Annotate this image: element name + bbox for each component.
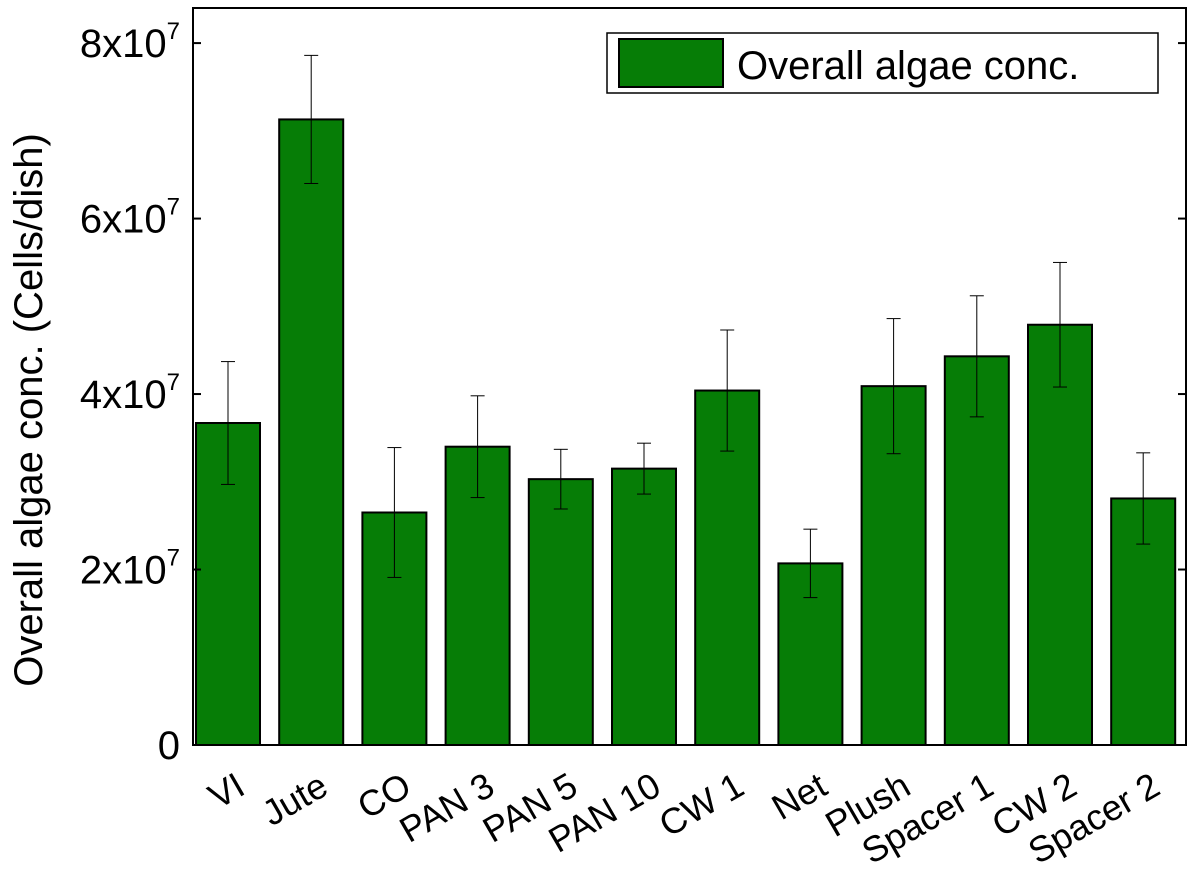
error-bar (221, 361, 235, 485)
plot-frame (192, 7, 1187, 746)
error-bar (886, 318, 901, 455)
bar-pan-5 (527, 478, 594, 746)
y-tick-label: 4x107 (80, 369, 180, 417)
y-axis-label: Overall algae conc. (Cells/dish) (7, 133, 51, 687)
x-tick-label: VI (201, 764, 251, 817)
bar-cw-1 (694, 389, 761, 746)
error-bar (969, 295, 984, 418)
error-bar (803, 528, 818, 599)
x-tick-label: PAN 3 (393, 764, 501, 850)
error-bar (1053, 261, 1067, 388)
bar-jute (278, 118, 345, 747)
y-tick-label: 2x107 (80, 545, 180, 593)
y-tick-label: 8x107 (80, 18, 180, 66)
bar-pan-10 (611, 467, 677, 746)
error-bar (470, 395, 485, 499)
bars-layer (195, 118, 1177, 747)
x-tick-label: CW 1 (652, 764, 750, 845)
error-bar (553, 448, 568, 510)
error-bar (720, 329, 735, 452)
error-bar (387, 447, 402, 578)
x-tick-label: Jute (255, 764, 334, 834)
error-bar (1136, 452, 1151, 545)
y-tick-label: 0 (158, 724, 180, 768)
bar-cw-2 (1027, 323, 1093, 746)
legend-label: Overall algae conc. (737, 44, 1079, 88)
error-bar (304, 54, 319, 184)
legend-swatch (618, 38, 724, 88)
legend: Overall algae conc. (606, 32, 1159, 94)
error-bar (637, 442, 651, 495)
error-bars-layer (221, 54, 1151, 599)
y-axis-ticks: 0 2x107 4x107 6x107 8x107 (80, 18, 1186, 768)
y-tick-label: 6x107 (80, 194, 180, 242)
